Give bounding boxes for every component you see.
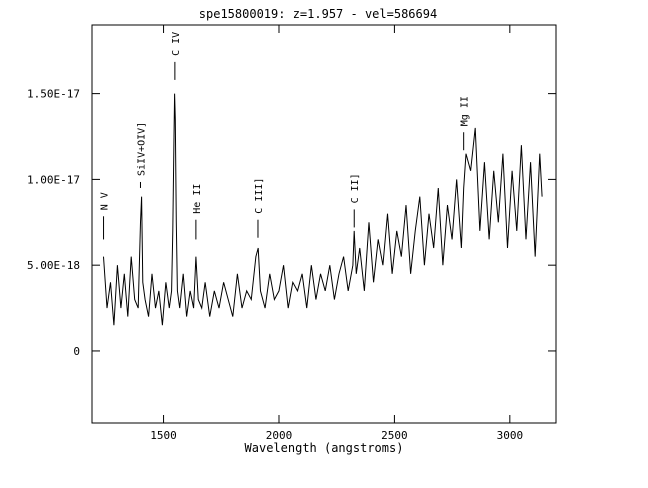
axis-ticks: 1500 2000 2500 3000 0 5.00E-18 1.00E-17 1.50E-1… bbox=[27, 25, 556, 442]
y-tick-label: 5.00E-18 bbox=[27, 259, 80, 272]
x-tick-label: 1500 bbox=[150, 429, 177, 442]
plot-frame bbox=[91, 24, 557, 424]
x-tick-label: 2500 bbox=[381, 429, 408, 442]
line-label: He II bbox=[192, 184, 203, 214]
line-label: C III] bbox=[254, 178, 265, 214]
x-axis-label: Wavelength (angstroms) bbox=[245, 441, 404, 455]
spectrum-line bbox=[103, 93, 543, 326]
line-label: Mg II bbox=[460, 96, 471, 126]
line-label: C IV bbox=[171, 32, 182, 56]
y-tick-label: 1.50E-17 bbox=[27, 88, 80, 101]
chart-title: spe15800019: z=1.957 - vel=586694 bbox=[199, 7, 437, 21]
line-labels-group: N V SiIV+OIV] C IV He II C III] C II] Mg II bbox=[100, 32, 471, 240]
line-label: C II] bbox=[350, 173, 361, 203]
line-label: SiIV+OIV] bbox=[136, 122, 147, 176]
x-tick-label: 3000 bbox=[497, 429, 524, 442]
series-group bbox=[103, 93, 543, 326]
line-label: N V bbox=[100, 192, 111, 210]
x-tick-label: 2000 bbox=[266, 429, 293, 442]
y-tick-label: 1.00E-17 bbox=[27, 173, 80, 186]
y-tick-label: 0 bbox=[73, 345, 80, 358]
